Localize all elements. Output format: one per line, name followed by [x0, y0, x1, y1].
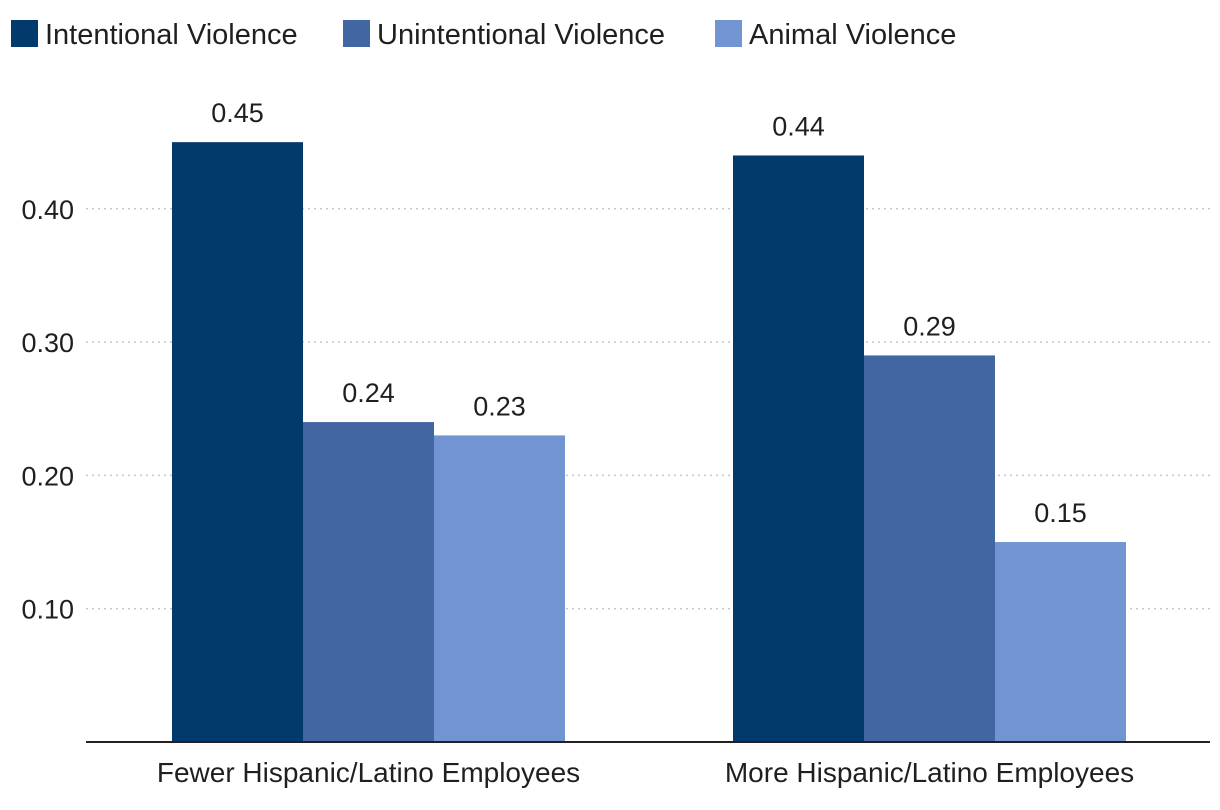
- legend-label: Unintentional Violence: [377, 19, 665, 51]
- data-label: 0.29: [903, 311, 956, 341]
- bar: [995, 542, 1126, 742]
- data-label: 0.15: [1034, 498, 1087, 528]
- y-tick-label: 0.30: [21, 328, 74, 358]
- y-axis-ticks: 0.10 0.20 0.30 0.40: [21, 195, 74, 625]
- x-category-label: Fewer Hispanic/Latino Employees: [157, 757, 580, 788]
- bars: [172, 142, 1126, 743]
- data-label: 0.23: [473, 391, 526, 421]
- x-axis-categories: Fewer Hispanic/Latino Employees More Hisp…: [157, 757, 1134, 788]
- legend-swatch: [11, 20, 38, 47]
- data-label: 0.45: [211, 98, 264, 128]
- bar: [172, 142, 303, 742]
- bar: [303, 422, 434, 742]
- legend-label: Intentional Violence: [45, 19, 298, 51]
- bar: [733, 155, 864, 743]
- y-tick-label: 0.40: [21, 195, 74, 225]
- legend-label: Animal Violence: [749, 19, 956, 51]
- y-tick-label: 0.20: [21, 461, 74, 491]
- data-label: 0.44: [772, 111, 825, 141]
- legend-swatch: [715, 20, 742, 47]
- x-category-label: More Hispanic/Latino Employees: [725, 757, 1134, 788]
- chart-legend: Intentional Violence Unintentional Violen…: [11, 19, 956, 51]
- bar: [434, 435, 565, 742]
- bar: [864, 355, 995, 742]
- legend-swatch: [343, 20, 370, 47]
- data-labels: 0.45 0.24 0.23 0.44 0.29 0.15: [211, 98, 1087, 528]
- y-tick-label: 0.10: [21, 595, 74, 625]
- data-label: 0.24: [342, 378, 395, 408]
